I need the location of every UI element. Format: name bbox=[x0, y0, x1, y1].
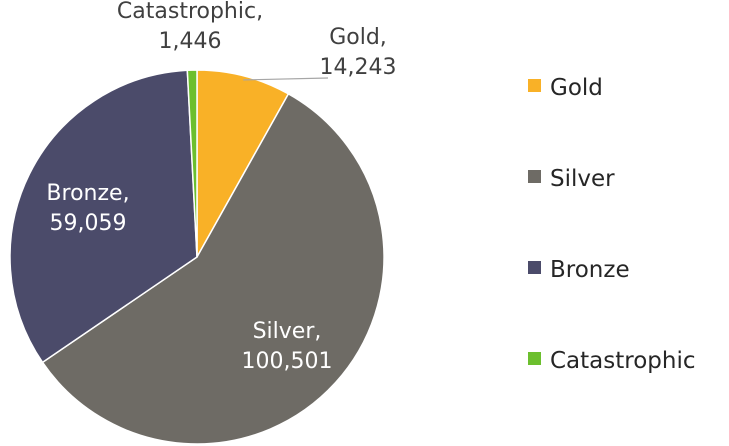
legend-swatch-catastrophic bbox=[528, 352, 541, 365]
pie-data-labels: Gold, 14,243 Silver, 100,501 Bronze, 59,059 Ca… bbox=[46, 0, 396, 374]
leader-line-gold bbox=[243, 77, 329, 81]
legend: Gold Silver Bronze Catastrophic bbox=[528, 75, 696, 374]
legend-swatch-silver bbox=[528, 170, 541, 183]
pie-slice-catastrophic bbox=[186, 69, 198, 258]
data-label-bronze: Bronze, 59,059 bbox=[46, 181, 129, 236]
legend-label-bronze: Bronze bbox=[550, 257, 630, 283]
pie-slices bbox=[9, 69, 385, 445]
pie-slice-bronze bbox=[9, 69, 198, 364]
legend-swatch-bronze bbox=[528, 261, 541, 274]
legend-label-silver: Silver bbox=[550, 166, 615, 192]
legend-label-catastrophic: Catastrophic bbox=[550, 348, 696, 374]
data-label-silver: Silver, 100,501 bbox=[242, 319, 333, 374]
data-label-gold: Gold, 14,243 bbox=[320, 25, 397, 80]
legend-swatch-gold bbox=[528, 79, 541, 92]
pie-slice-silver bbox=[41, 92, 385, 445]
pie-slice-gold bbox=[196, 69, 290, 260]
legend-label-gold: Gold bbox=[550, 75, 603, 101]
data-label-catastrophic: Catastrophic, 1,446 bbox=[117, 0, 263, 54]
